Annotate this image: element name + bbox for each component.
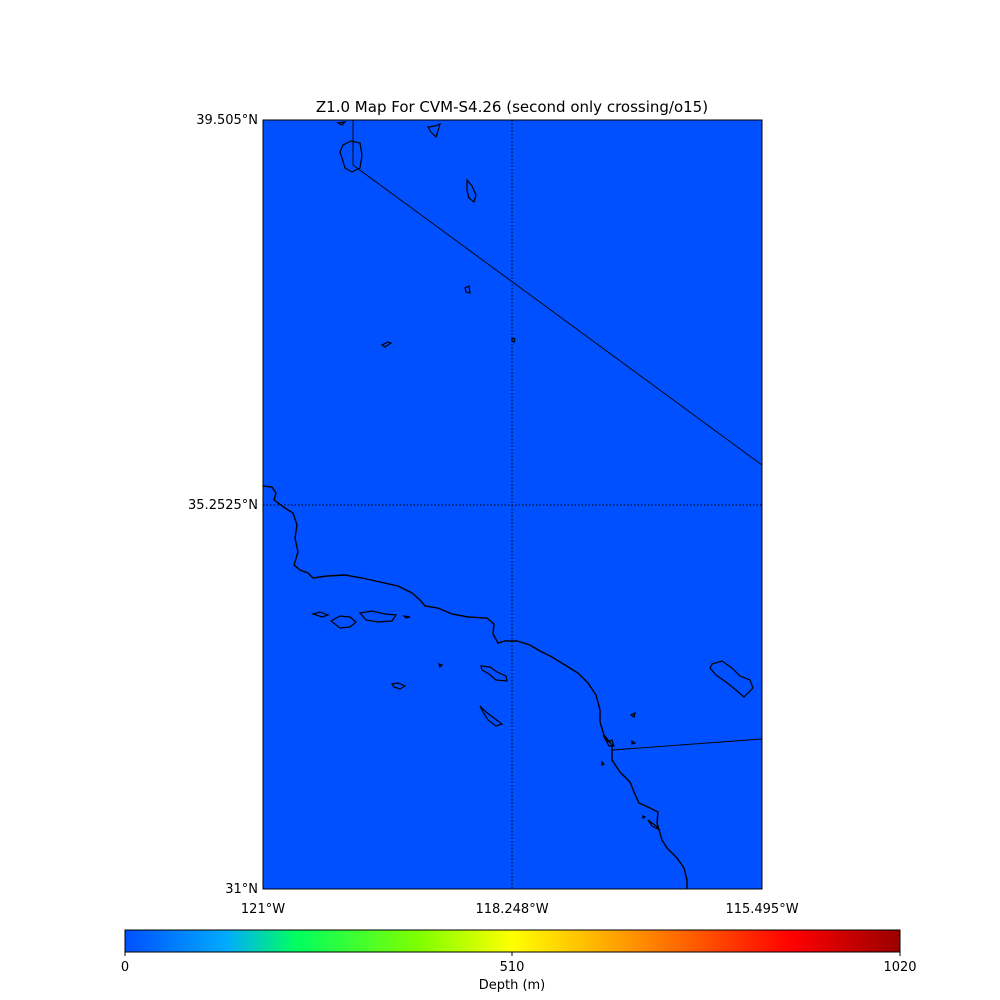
lake-north-cluster: [427, 122, 441, 139]
coastal-lagoon: [602, 734, 615, 747]
lake-tahoe: [339, 140, 363, 173]
colorbar-tick-label-0: 0: [121, 960, 129, 975]
lake-north-small: [336, 121, 347, 126]
island-todos-santos: [642, 815, 647, 819]
island-santa-rosa: [329, 615, 357, 629]
colorbar-label: Depth (m): [479, 978, 546, 993]
lon-label-mid: 118.248°W: [475, 902, 548, 917]
island-santa-catalina: [480, 665, 508, 682]
island-santa-barbara: [438, 663, 444, 669]
salton-sea: [709, 660, 754, 698]
lake-millerton: [380, 341, 393, 348]
colorbar-tick-label-1020: 1020: [883, 960, 916, 975]
colorbar: [124, 929, 901, 953]
map-title: Z1.0 Map For CVM-S4.26 (second only cros…: [316, 98, 708, 116]
island-anacapa: [402, 615, 411, 619]
lake-small-southeast: [631, 739, 637, 745]
lon-label-left: 121°W: [241, 902, 285, 917]
lake-isabella: [511, 337, 516, 343]
lake-small-south: [629, 711, 636, 718]
colorbar-tick-label-510: 510: [500, 960, 525, 975]
lake-crowley: [464, 285, 471, 294]
lat-label-top: 39.505°N: [196, 113, 258, 128]
map-features: [263, 120, 762, 889]
island-los-coronados: [601, 760, 606, 766]
lat-label-bottom: 31°N: [225, 882, 258, 897]
coastal-spit: [647, 819, 661, 831]
island-san-miguel: [310, 611, 330, 618]
lat-label-mid: 35.2525°N: [188, 498, 258, 513]
map-frame: [262, 119, 763, 890]
country-border-mexico: [611, 738, 762, 751]
island-santa-cruz: [358, 610, 398, 623]
island-san-clemente: [479, 705, 504, 727]
lake-mono: [466, 178, 477, 204]
state-border-nevada: [352, 120, 762, 466]
island-san-nicolas: [390, 682, 407, 690]
coastline: [263, 485, 688, 889]
lon-label-right: 115.495°W: [725, 902, 798, 917]
